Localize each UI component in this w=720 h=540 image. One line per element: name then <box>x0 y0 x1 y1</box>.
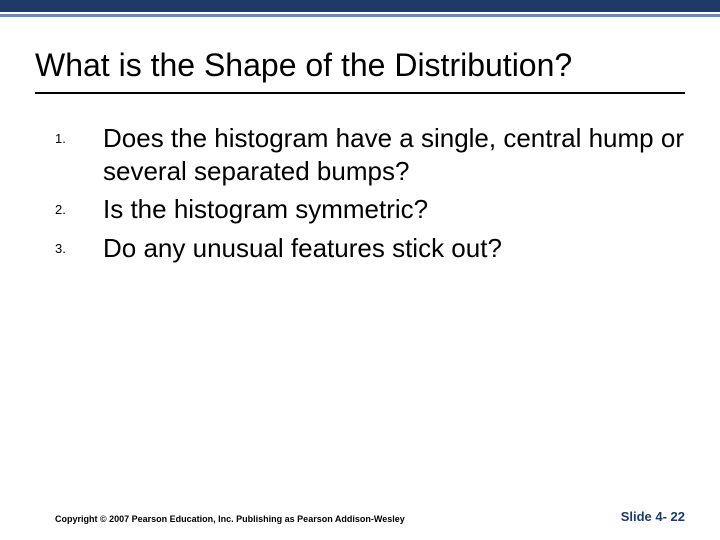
slide-title: What is the Shape of the Distribution? <box>0 17 720 92</box>
list-item: 1. Does the histogram have a single, cen… <box>55 122 685 187</box>
list-number: 2. <box>55 193 103 217</box>
content-area: 1. Does the histogram have a single, cen… <box>0 94 720 264</box>
list-text: Does the histogram have a single, centra… <box>103 122 685 187</box>
top-bar-dark <box>0 0 720 12</box>
footer: Copyright © 2007 Pearson Education, Inc.… <box>0 509 720 524</box>
list-item: 3. Do any unusual features stick out? <box>55 232 685 265</box>
copyright-text: Copyright © 2007 Pearson Education, Inc.… <box>55 514 405 524</box>
list-text: Do any unusual features stick out? <box>103 232 685 265</box>
list-number: 1. <box>55 122 103 146</box>
list-text: Is the histogram symmetric? <box>103 193 685 226</box>
slide-number: Slide 4- 22 <box>621 509 685 524</box>
list-number: 3. <box>55 232 103 256</box>
list-item: 2. Is the histogram symmetric? <box>55 193 685 226</box>
